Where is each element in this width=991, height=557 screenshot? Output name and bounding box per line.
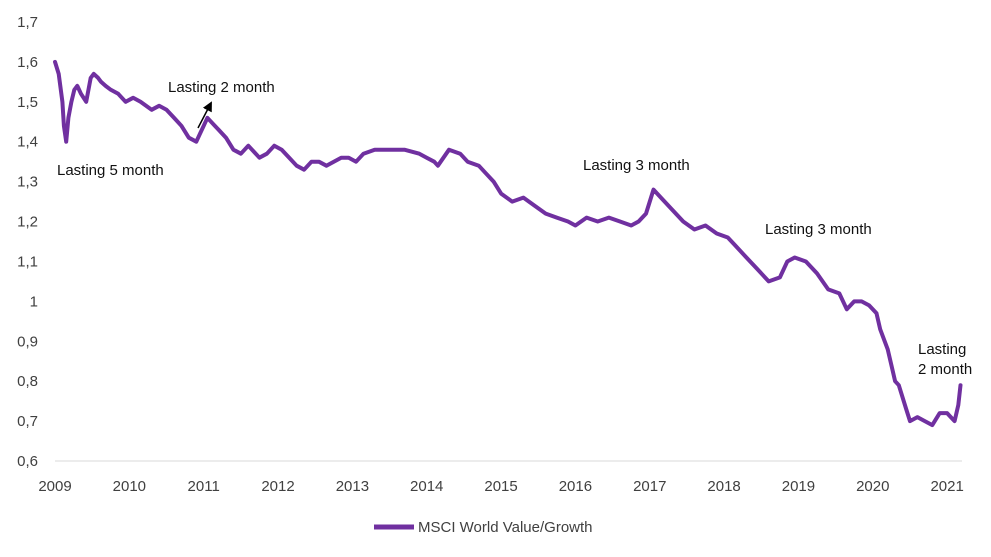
x-tick-label: 2013 bbox=[336, 478, 369, 495]
y-tick-label: 0,9 bbox=[17, 333, 38, 350]
x-tick-label: 2019 bbox=[782, 478, 815, 495]
x-tick-label: 2011 bbox=[188, 478, 220, 495]
legend: MSCI World Value/Growth bbox=[374, 519, 593, 536]
legend-label: MSCI World Value/Growth bbox=[418, 519, 593, 536]
y-tick-label: 0,7 bbox=[17, 413, 38, 430]
x-tick-label: 2014 bbox=[410, 478, 443, 495]
annotation-arrow bbox=[197, 101, 212, 129]
x-tick-label: 2020 bbox=[856, 478, 889, 495]
x-tick-label: 2017 bbox=[633, 478, 666, 495]
y-tick-label: 1 bbox=[30, 293, 38, 310]
annotation-lasting-3-month-2018: Lasting 3 month bbox=[765, 221, 872, 238]
x-tick-label: 2018 bbox=[707, 478, 740, 495]
y-tick-label: 1,7 bbox=[17, 14, 38, 31]
x-tick-label: 2009 bbox=[38, 478, 71, 495]
x-tick-label: 2010 bbox=[113, 478, 146, 495]
annotation-lasting-5-month: Lasting 5 month bbox=[57, 162, 164, 179]
y-tick-label: 1,3 bbox=[17, 174, 38, 191]
y-axis-tick-labels: 0,6 0,7 0,8 0,9 1 1,1 1,2 1,3 1,4 1,5 1,6 1,7 bbox=[17, 14, 38, 470]
y-tick-label: 1,1 bbox=[17, 253, 38, 270]
y-tick-label: 1,6 bbox=[17, 54, 38, 71]
x-tick-label: 2016 bbox=[559, 478, 592, 495]
annotation-lasting-2-month-2021-line1: Lasting bbox=[918, 341, 966, 358]
x-tick-label: 2012 bbox=[261, 478, 294, 495]
y-tick-label: 0,6 bbox=[17, 453, 38, 470]
annotation-lasting-3-month-2016: Lasting 3 month bbox=[583, 157, 690, 174]
y-tick-label: 1,4 bbox=[17, 134, 38, 151]
y-tick-label: 0,8 bbox=[17, 373, 38, 390]
annotation-lasting-2-month: Lasting 2 month bbox=[168, 79, 275, 96]
y-tick-label: 1,2 bbox=[17, 214, 38, 231]
annotation-lasting-2-month-2021-line2: 2 month bbox=[918, 361, 972, 378]
x-tick-label: 2021 bbox=[930, 478, 963, 495]
series-group bbox=[53, 59, 963, 428]
x-axis-tick-labels: 2009 2010 2011 2012 2013 2014 2015 2016 2017 2018… bbox=[38, 478, 964, 495]
x-tick-label: 2015 bbox=[484, 478, 517, 495]
series-line-0 bbox=[53, 59, 963, 428]
y-tick-label: 1,5 bbox=[17, 94, 38, 111]
